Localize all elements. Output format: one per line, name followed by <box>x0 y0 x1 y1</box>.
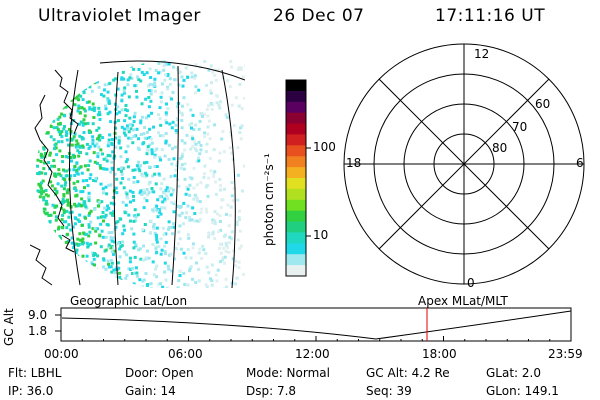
polar-mlt-plot <box>343 43 585 285</box>
door-value: Door: Open <box>125 366 194 380</box>
colorbar-band <box>286 221 306 233</box>
gc-alt-axis-label: GC Alt <box>2 308 16 346</box>
polar-label-0: 0 <box>467 276 475 290</box>
coastline <box>34 94 65 227</box>
colorbar-tick-100: 100 <box>313 140 336 154</box>
app-title: Ultraviolet Imager <box>38 6 201 26</box>
colorbar-band <box>286 156 306 168</box>
dsp-value: Dsp: 7.8 <box>246 384 297 398</box>
filter-value: Flt: LBHL <box>8 366 62 380</box>
polar-label-lat70: 70 <box>512 120 528 134</box>
altitude-timeline <box>55 307 572 342</box>
y-tick-1-8: 1.8 <box>28 324 48 338</box>
apex-mlat-mlt-label: Apex MLat/MLT <box>418 294 508 308</box>
colorbar-band <box>286 188 306 201</box>
x-tick-0000: 00:00 <box>44 347 79 361</box>
glon-value: GLon: 149.1 <box>486 384 559 398</box>
geo-latlon-label: Geographic Lat/Lon <box>70 294 188 308</box>
colorbar-band <box>286 210 306 223</box>
colorbar-band <box>286 243 306 255</box>
polar-label-lat60: 60 <box>535 97 551 111</box>
coastline <box>61 234 75 253</box>
x-tick-2359: 23:59 <box>548 347 583 361</box>
altitude-curve <box>61 310 572 340</box>
colorbar-band <box>286 265 306 277</box>
colorbar-band <box>286 178 306 190</box>
colorbar-band <box>286 254 306 266</box>
y-tick-9: 9.0 <box>28 308 48 322</box>
colorbar-band <box>286 80 306 92</box>
colorbar-band <box>286 145 306 157</box>
colorbar-band <box>286 232 306 244</box>
colorbar-band <box>286 134 306 146</box>
colorbar <box>285 79 311 277</box>
meridian-line <box>68 69 81 286</box>
meridian-line <box>221 69 236 288</box>
colorbar-band <box>286 112 306 125</box>
x-tick-1800: 18:00 <box>422 347 457 361</box>
colorbar-band <box>286 123 306 135</box>
seq-value: Seq: 39 <box>366 384 412 398</box>
ip-value: IP: 36.0 <box>8 384 54 398</box>
colorbar-band <box>286 199 306 212</box>
time-label: 17:11:16 UT <box>435 6 546 26</box>
colorbar-band <box>286 167 306 179</box>
colorbar-band <box>286 90 306 103</box>
polar-label-6: 6 <box>576 156 584 170</box>
gc-alt-value: GC Alt: 4.2 Re <box>366 366 450 380</box>
mode-value: Mode: Normal <box>246 366 330 380</box>
coastline <box>30 244 53 286</box>
aurora-speckle <box>36 60 245 288</box>
meridian-line <box>113 71 119 286</box>
limb-arc <box>99 60 245 81</box>
glat-value: GLat: 2.0 <box>486 366 541 380</box>
x-tick-1200: 12:00 <box>295 347 330 361</box>
polar-label-lat80: 80 <box>492 141 508 155</box>
polar-label-18: 18 <box>346 156 362 170</box>
date-label: 26 Dec 07 <box>273 6 365 26</box>
x-tick-0600: 06:00 <box>168 347 203 361</box>
meridian-line <box>171 65 179 286</box>
colorbar-unit-label: photon cm⁻²s⁻¹ <box>262 153 276 246</box>
coastline <box>54 69 79 135</box>
polar-label-12: 12 <box>474 47 490 61</box>
colorbar-band <box>286 101 306 114</box>
gain-value: Gain: 14 <box>125 384 176 398</box>
colorbar-tick-10: 10 <box>313 228 329 242</box>
